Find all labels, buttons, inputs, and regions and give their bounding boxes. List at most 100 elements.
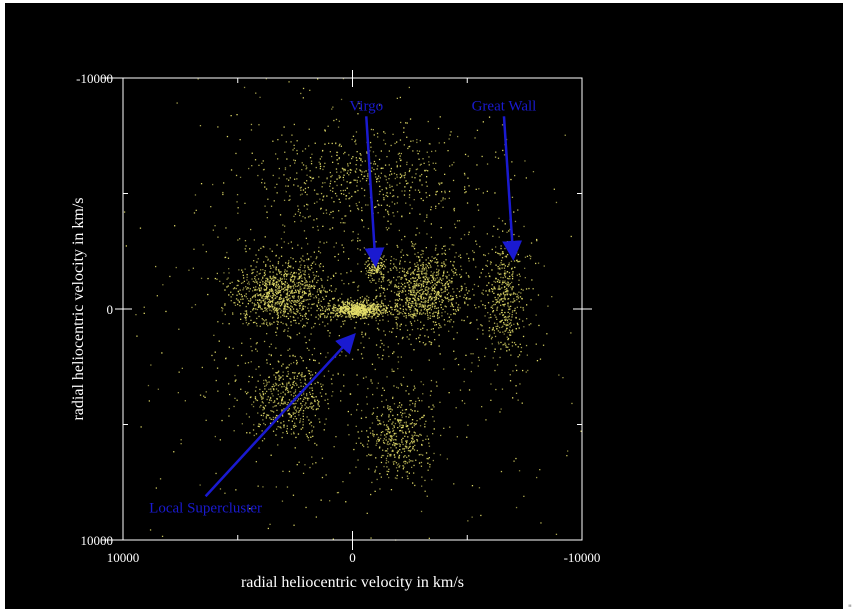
data-point — [337, 310, 339, 312]
data-point — [407, 304, 410, 306]
data-point — [401, 440, 403, 442]
data-point — [279, 302, 281, 304]
data-point — [385, 306, 387, 308]
data-point — [284, 401, 287, 403]
data-point — [275, 302, 277, 304]
data-point — [405, 461, 407, 463]
data-point — [259, 392, 261, 395]
data-point — [281, 414, 284, 416]
data-point — [417, 303, 419, 305]
data-point — [262, 402, 264, 404]
data-point — [427, 305, 429, 307]
data-point — [283, 420, 285, 423]
data-point — [498, 285, 500, 287]
data-point — [502, 331, 504, 333]
data-point — [409, 290, 411, 292]
data-point — [292, 425, 295, 427]
data-point — [435, 193, 437, 195]
data-point — [301, 247, 303, 249]
data-point — [281, 283, 283, 285]
data-point — [440, 289, 442, 291]
data-point — [386, 470, 388, 472]
data-point — [388, 178, 390, 180]
data-point — [345, 308, 347, 310]
data-point — [494, 192, 496, 194]
data-point — [399, 267, 401, 269]
data-point — [279, 298, 281, 300]
chart-frame: Virgo Great Wall Local Supercluster 10000 0… — [5, 3, 843, 609]
data-point — [500, 293, 502, 295]
data-point — [427, 318, 429, 320]
data-point — [370, 170, 373, 173]
data-point — [377, 306, 379, 308]
data-point — [448, 274, 450, 276]
data-point — [433, 406, 435, 408]
data-point — [251, 152, 253, 154]
data-point — [401, 216, 403, 218]
data-point — [422, 301, 424, 303]
data-point — [532, 288, 534, 290]
data-point — [411, 440, 413, 442]
data-point — [322, 321, 324, 323]
data-point — [303, 375, 305, 378]
data-point — [451, 280, 453, 282]
data-point — [424, 300, 426, 302]
data-point — [498, 343, 500, 345]
data-point — [503, 316, 505, 319]
data-point — [293, 375, 295, 378]
data-point — [464, 192, 466, 194]
data-point — [372, 308, 374, 310]
data-point — [395, 308, 397, 310]
data-point — [283, 315, 285, 317]
data-point — [335, 436, 337, 438]
data-point — [428, 267, 430, 269]
data-point — [304, 314, 306, 316]
data-point — [348, 313, 350, 315]
data-point — [509, 293, 511, 295]
data-point — [441, 182, 443, 184]
data-point — [290, 285, 292, 288]
data-point — [301, 295, 303, 297]
data-point — [404, 463, 406, 465]
data-point — [263, 293, 265, 295]
data-point — [275, 284, 277, 286]
data-point — [345, 501, 347, 503]
data-point — [516, 252, 518, 254]
data-point — [376, 200, 379, 202]
data-point — [250, 299, 252, 301]
data-point — [417, 435, 420, 437]
data-point — [306, 253, 309, 255]
data-point — [288, 413, 290, 416]
data-point — [428, 161, 430, 163]
data-point — [258, 124, 260, 126]
data-point — [286, 298, 288, 300]
data-point — [357, 313, 359, 315]
data-point — [275, 254, 277, 257]
data-point — [300, 264, 302, 266]
data-point — [426, 283, 428, 285]
data-point — [261, 398, 263, 400]
data-point — [478, 306, 480, 308]
data-point — [301, 284, 303, 286]
data-point — [271, 283, 273, 285]
data-point — [280, 294, 282, 297]
data-point — [347, 424, 349, 426]
data-point — [330, 378, 333, 380]
data-point — [301, 406, 303, 409]
data-point — [493, 322, 496, 324]
data-point — [417, 283, 419, 285]
data-point — [446, 458, 448, 460]
data-point — [362, 305, 364, 307]
data-point — [394, 203, 396, 205]
data-point — [441, 301, 443, 304]
data-point — [535, 314, 537, 316]
data-point — [277, 360, 279, 362]
data-point — [381, 358, 383, 360]
data-point — [503, 267, 506, 269]
data-point — [387, 470, 390, 473]
data-point — [452, 298, 454, 300]
data-point — [378, 420, 380, 422]
data-point — [276, 281, 279, 283]
data-point — [266, 321, 268, 324]
data-point — [302, 412, 304, 415]
